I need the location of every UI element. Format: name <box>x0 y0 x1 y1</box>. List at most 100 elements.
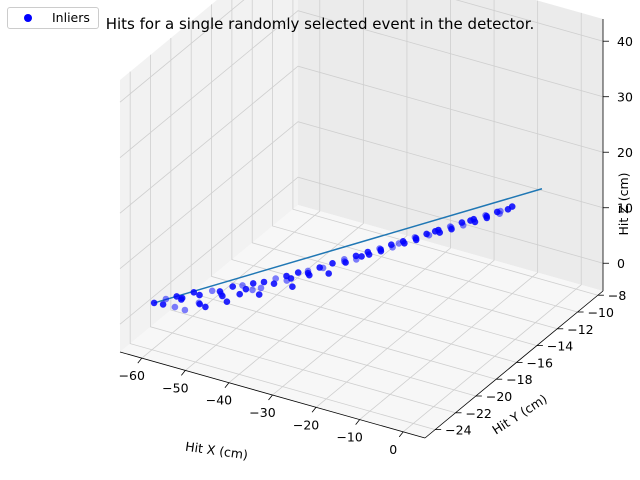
grid-line-y <box>272 0 578 313</box>
inlier-point <box>162 295 170 303</box>
y-tick-label: −8 <box>608 288 626 303</box>
chart-title: Hits for a single randomly selected even… <box>106 15 535 33</box>
inlier-point <box>260 278 268 286</box>
inlier-point <box>497 207 504 215</box>
inlier-point <box>272 275 280 282</box>
x-tick <box>268 394 273 401</box>
grid-line-y <box>129 71 436 430</box>
x-tick <box>311 407 317 413</box>
inlier-point <box>287 275 295 282</box>
tick-labels: −60 −50 −40 −30 −20 −10 0 −24 −22 −20 −18 −16−14 −12… <box>119 34 633 457</box>
z-tick-label: 10 <box>617 201 633 216</box>
y-tick-label: −22 <box>466 406 492 421</box>
inlier-point <box>459 222 467 229</box>
inlier-point <box>242 285 250 293</box>
inlier-point <box>208 287 216 295</box>
grid-line-y <box>170 38 476 397</box>
y-tick-label: −24 <box>445 423 471 438</box>
inlier-point <box>358 253 365 260</box>
grid-line-x <box>402 12 582 433</box>
grid-line-y <box>231 0 537 346</box>
x-tick-label: −30 <box>249 405 275 420</box>
grid-line-y <box>211 4 517 363</box>
inlier-point <box>249 280 257 287</box>
z-axis-label: Hit Z (cm) <box>616 172 631 235</box>
x-axis-label: Hit X (cm) <box>184 439 249 463</box>
grid-line-z <box>119 121 604 270</box>
grid-line-y <box>150 54 456 414</box>
inlier-point <box>448 224 455 231</box>
inlier-point <box>219 292 226 300</box>
y-tick-label: −18 <box>506 372 532 387</box>
inlier-point <box>325 270 333 277</box>
grid-line-z <box>119 65 604 214</box>
z-tick-label: 0 <box>617 256 625 271</box>
fit-line-segment <box>153 188 543 304</box>
inlier-point <box>289 283 296 291</box>
inlier-point <box>150 299 158 307</box>
inlier-point <box>353 256 360 263</box>
inlier-point <box>159 301 167 308</box>
inlier-point <box>377 246 385 253</box>
inlier-point <box>181 306 189 314</box>
x-tick-label: −40 <box>206 393 232 408</box>
fit-line <box>153 188 543 304</box>
inlier-point <box>270 280 278 288</box>
inlier-point <box>431 228 439 235</box>
inlier-point <box>255 291 263 298</box>
inlier-point <box>329 260 336 267</box>
inlier-point <box>319 264 327 272</box>
x-tick-label: −50 <box>162 380 188 395</box>
x-tick-label: −20 <box>293 417 319 432</box>
y-tick-label: −20 <box>486 389 512 404</box>
inlier-point <box>249 286 256 294</box>
grid-line-z <box>119 0 604 103</box>
x-tick <box>398 431 404 438</box>
grid-line-x <box>315 0 495 408</box>
y-tick-label: −10 <box>588 305 614 320</box>
inlier-point <box>412 234 420 242</box>
inlier-point <box>202 303 209 311</box>
left-pane <box>120 0 298 352</box>
x-tick <box>181 370 186 376</box>
inlier-point <box>401 240 408 247</box>
inlier-point <box>425 231 433 239</box>
inlier-point <box>171 303 179 311</box>
x-tick-label: −60 <box>119 368 145 383</box>
legend-label-inliers: Inliers <box>52 10 90 25</box>
x-tick <box>355 419 360 425</box>
z-tick-label: 30 <box>617 90 633 105</box>
inlier-point <box>178 294 186 302</box>
inlier-point <box>195 299 203 307</box>
legend: Inliers <box>7 7 99 29</box>
inlier-point <box>389 244 396 251</box>
z-tick-label: 20 <box>617 145 633 160</box>
x-tick-label: −10 <box>336 430 362 445</box>
inlier-point <box>341 258 348 265</box>
grid-line-z <box>119 176 604 325</box>
x-tick-label: 0 <box>389 442 397 457</box>
inlier-point <box>467 217 474 224</box>
inlier-point <box>257 284 265 292</box>
grid-line-x <box>359 0 539 420</box>
inlier-point <box>508 203 516 210</box>
inlier-point <box>294 269 302 276</box>
inlier-point <box>229 283 236 290</box>
x-tick <box>137 357 143 364</box>
inlier-point <box>236 290 243 298</box>
y-tick-label: −12 <box>567 322 593 337</box>
grid-line-x <box>185 0 364 371</box>
inlier-point <box>223 298 231 306</box>
inlier-points <box>150 203 516 314</box>
inlier-point <box>304 269 312 277</box>
legend-marker-inliers <box>24 14 32 22</box>
grid-line-y <box>292 0 599 296</box>
y-tick-label: −14 <box>547 339 573 354</box>
x-tick <box>224 382 230 388</box>
z-tick-label: 40 <box>617 34 633 49</box>
y-tick-label: −16 <box>527 355 553 370</box>
inlier-point <box>395 240 403 247</box>
inlier-point <box>365 251 373 258</box>
grid-line-x <box>141 0 321 359</box>
